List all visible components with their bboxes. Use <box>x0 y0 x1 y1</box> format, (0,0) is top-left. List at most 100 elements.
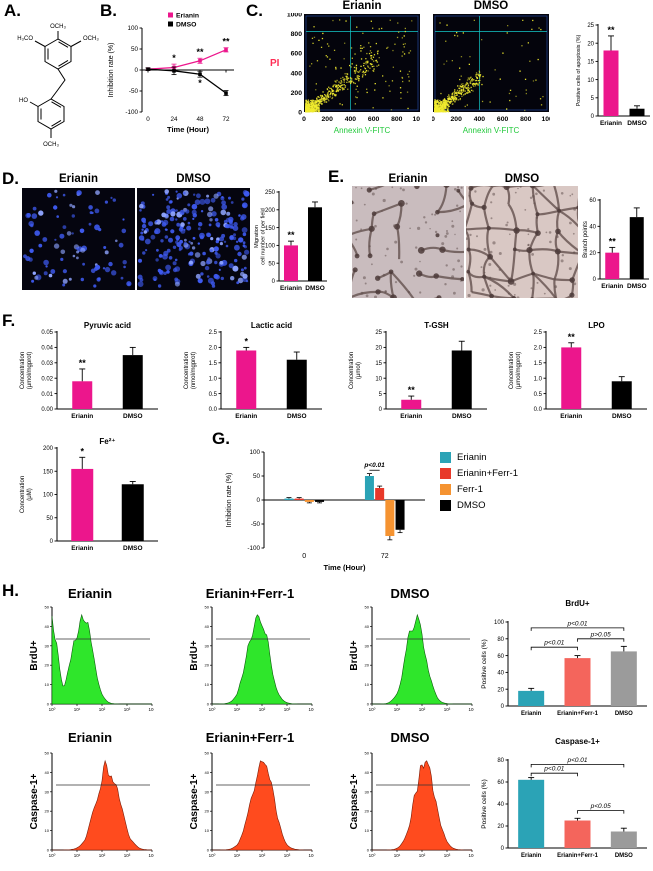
panel-c-label: C. <box>246 1 263 20</box>
svg-text:20: 20 <box>365 663 370 668</box>
svg-text:Erianin: Erianin <box>71 413 93 420</box>
svg-text:40: 40 <box>365 770 370 775</box>
hist-title-erianin-ferr1: Erianin+Ferr-1 <box>205 586 295 601</box>
svg-text:DMSO: DMSO <box>615 853 633 859</box>
svg-text:0: 0 <box>379 407 383 413</box>
svg-text:10⁰: 10⁰ <box>209 853 216 858</box>
lpo-bar-chart: 0.0 0.5 1.0 1.5 2.0 2.5 LPO Concentration (μmol/… <box>509 321 647 420</box>
svg-text:600: 600 <box>291 51 303 58</box>
svg-text:80: 80 <box>497 637 504 643</box>
svg-text:80: 80 <box>497 758 504 764</box>
svg-text:0: 0 <box>47 702 50 707</box>
apoptosis-bar-chart: 0 5 10 15 20 25 Positive cells of apoptosis (%… <box>576 23 650 127</box>
svg-text:10¹: 10¹ <box>234 853 241 858</box>
legend-label: Erianin+Ferr-1 <box>457 468 518 479</box>
svg-text:Concentration: Concentration <box>20 352 26 389</box>
svg-text:Erianin: Erianin <box>560 413 582 420</box>
svg-text:Concentration: Concentration <box>20 476 26 513</box>
svg-text:200: 200 <box>451 116 463 123</box>
svg-text:15: 15 <box>375 361 382 367</box>
svg-text:0.01: 0.01 <box>41 392 53 398</box>
svg-text:Erianin: Erianin <box>71 545 93 552</box>
svg-text:1.5: 1.5 <box>534 361 543 367</box>
svg-text:10⁴: 10⁴ <box>309 707 314 712</box>
svg-text:Annexin V-FITC: Annexin V-FITC <box>463 126 520 135</box>
svg-text:Caspase-1+: Caspase-1+ <box>189 773 200 829</box>
svg-text:800: 800 <box>391 116 403 123</box>
legend-item: Ferr-1 <box>440 484 518 495</box>
svg-text:400: 400 <box>474 116 486 123</box>
svg-text:10¹: 10¹ <box>394 707 401 712</box>
pi-axis-label: PI <box>270 58 280 69</box>
legend-swatch <box>440 468 451 479</box>
svg-text:50: 50 <box>365 751 370 756</box>
brdu-histogram-erianin-ferr1: 0 10 20 30 40 50 10⁰ 10¹ 10² 10³ 10⁴ BrdU+ <box>189 605 314 713</box>
svg-text:DMSO: DMSO <box>615 711 633 717</box>
caspase1-histogram-dmso: 0 10 20 30 40 50 10⁰ 10¹ 10² 10³ 10⁴ Caspase-1+ <box>349 751 474 859</box>
svg-text:0: 0 <box>591 114 595 120</box>
svg-text:400: 400 <box>291 70 303 77</box>
svg-text:100: 100 <box>249 449 260 456</box>
svg-text:p<0.01: p<0.01 <box>543 640 564 647</box>
svg-text:10¹: 10¹ <box>394 853 401 858</box>
legend-item: DMSO <box>440 500 518 511</box>
svg-text:p<0.01: p<0.01 <box>566 620 587 627</box>
svg-text:50: 50 <box>45 751 50 756</box>
svg-text:DMSO: DMSO <box>123 545 143 552</box>
svg-text:p<0.01: p<0.01 <box>363 462 385 469</box>
caspase1-positive-cells-bar-chart: 0 20 40 60 80 Caspase-1+ Positive cells (%) Eri… <box>481 737 647 859</box>
hist-title-dmso: DMSO <box>390 586 430 601</box>
panel-g-label: G. <box>212 429 230 448</box>
svg-text:0: 0 <box>47 848 50 853</box>
svg-text:2.5: 2.5 <box>209 330 218 336</box>
svg-text:DMSO: DMSO <box>612 413 632 420</box>
svg-text:800: 800 <box>520 116 532 123</box>
svg-text:0: 0 <box>367 702 370 707</box>
svg-text:5: 5 <box>379 392 383 398</box>
svg-text:20: 20 <box>45 809 50 814</box>
svg-text:0.5: 0.5 <box>209 392 218 398</box>
t-gsh-bar-chart: 0 5 10 15 20 25 T-GSH Concentration (μmol) ** Eria… <box>349 321 487 420</box>
svg-text:**: ** <box>408 385 416 395</box>
svg-text:1000: 1000 <box>541 116 550 123</box>
svg-text:0.00: 0.00 <box>41 407 53 413</box>
panel-f-label: F. <box>2 311 16 330</box>
svg-text:2.5: 2.5 <box>534 330 543 336</box>
svg-text:100: 100 <box>127 25 138 32</box>
svg-text:30: 30 <box>205 789 210 794</box>
svg-text:0: 0 <box>593 277 597 283</box>
svg-text:10⁰: 10⁰ <box>49 853 56 858</box>
svg-text:LPO: LPO <box>588 321 604 330</box>
svg-text:Time (Hour): Time (Hour) <box>167 125 209 134</box>
inhibition-rate-line-chart: -100 -50 0 50 100 0 24 48 72 Time (Hour) Inhibitio… <box>108 12 234 134</box>
svg-text:Time (Hour): Time (Hour) <box>324 563 366 572</box>
svg-text:10: 10 <box>45 682 50 687</box>
svg-text:10⁴: 10⁴ <box>149 853 154 858</box>
svg-text:10³: 10³ <box>124 853 131 858</box>
svg-text:20: 20 <box>497 824 504 830</box>
legend-item: Erianin <box>440 452 518 463</box>
scatter-title-dmso: DMSO <box>473 0 509 12</box>
svg-text:10: 10 <box>375 376 382 382</box>
svg-text:50: 50 <box>46 516 53 522</box>
svg-text:48: 48 <box>196 116 204 123</box>
svg-text:50: 50 <box>253 473 261 480</box>
svg-text:40: 40 <box>497 671 504 677</box>
molecule-label: H₃CO <box>17 36 33 42</box>
legend-item: Erianin+Ferr-1 <box>440 468 518 479</box>
caspase1-histogram-erianin-ferr1: 0 10 20 30 40 50 10⁰ 10¹ 10² 10³ 10⁴ Caspase-1+ <box>189 751 314 859</box>
svg-text:1.5: 1.5 <box>209 361 218 367</box>
svg-text:Erianin: Erianin <box>601 283 623 290</box>
flow-scatter-dmso: 0 200 400 600 800 1000 Annexin V-FITC <box>432 14 550 135</box>
molecule-label: HO <box>19 98 28 104</box>
svg-text:30: 30 <box>45 789 50 794</box>
svg-text:1000: 1000 <box>287 13 302 19</box>
svg-text:10²: 10² <box>259 853 266 858</box>
svg-text:Erianin: Erianin <box>280 285 302 292</box>
scatter-title-erianin: Erianin <box>342 0 382 12</box>
svg-text:2.0: 2.0 <box>209 346 218 352</box>
svg-text:20: 20 <box>497 687 504 693</box>
svg-text:(μmol): (μmol) <box>356 362 362 379</box>
molecule-label: OCH₃ <box>43 142 59 148</box>
svg-text:p<0.01: p<0.01 <box>566 757 587 764</box>
